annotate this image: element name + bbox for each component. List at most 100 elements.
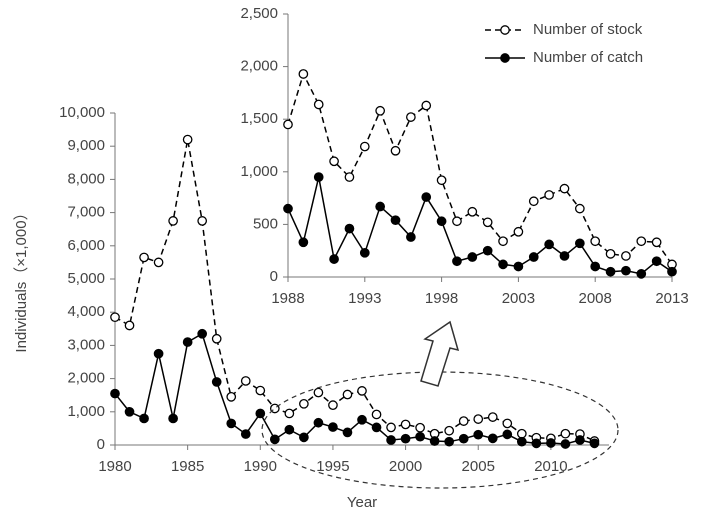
data-point <box>502 418 513 429</box>
data-point <box>559 183 570 194</box>
x-tick-label: 2013 <box>655 290 688 307</box>
series-line <box>114 139 595 442</box>
data-point <box>560 428 571 439</box>
data-point <box>458 433 469 444</box>
data-point <box>240 376 251 386</box>
y-tick-label: 5,000 <box>67 270 105 287</box>
data-point <box>415 422 425 433</box>
data-point <box>124 406 135 417</box>
y-tick-label: 2,500 <box>240 5 278 22</box>
data-point <box>467 252 478 262</box>
data-point <box>226 392 237 402</box>
data-point <box>226 418 237 429</box>
data-point <box>283 119 293 130</box>
data-point <box>139 413 149 424</box>
legend-marker <box>500 25 510 35</box>
data-point <box>400 419 411 430</box>
zoom-arrow <box>420 320 460 387</box>
inset-background <box>228 0 711 317</box>
data-point <box>284 408 295 419</box>
data-point <box>197 328 208 339</box>
data-point <box>329 156 339 167</box>
data-point <box>344 172 355 182</box>
y-tick-label: 4,000 <box>67 303 105 320</box>
data-point <box>344 223 355 234</box>
data-point <box>605 266 616 277</box>
y-tick-label: 1,000 <box>67 403 105 420</box>
data-point <box>283 203 293 214</box>
x-tick-label: 1990 <box>244 458 277 475</box>
data-point <box>255 385 266 396</box>
x-tick-label: 2005 <box>462 458 495 475</box>
x-tick-label: 1998 <box>425 290 458 307</box>
data-point <box>153 348 164 359</box>
data-point <box>182 134 193 145</box>
data-point <box>444 425 455 436</box>
data-point <box>636 268 647 279</box>
data-point <box>498 259 508 270</box>
y-tick-label: 3,000 <box>67 336 105 353</box>
x-tick-label: 1985 <box>171 458 204 475</box>
data-point <box>513 226 524 237</box>
data-point <box>406 112 416 122</box>
y-tick-label: 0 <box>97 436 105 453</box>
y-tick-label: 8,000 <box>67 170 105 187</box>
data-point <box>359 141 370 152</box>
data-point <box>168 413 178 424</box>
data-point <box>359 247 370 258</box>
y-tick-label: 2,000 <box>67 370 105 387</box>
data-point <box>110 388 120 399</box>
data-point <box>371 409 382 420</box>
data-point <box>560 439 571 449</box>
y-tick-label: 1,000 <box>240 163 278 180</box>
data-point <box>421 192 432 202</box>
data-point <box>211 377 222 387</box>
data-point <box>298 237 309 248</box>
data-point <box>487 433 498 444</box>
x-tick-label: 1980 <box>98 458 131 475</box>
data-point <box>589 438 600 449</box>
data-point <box>313 172 324 182</box>
data-point <box>636 236 647 247</box>
legend-marker <box>500 53 510 63</box>
data-point <box>444 436 455 447</box>
x-tick-label: 1993 <box>348 290 381 307</box>
data-point <box>357 414 367 425</box>
data-point <box>329 254 339 264</box>
plot: 0 500 1,000 1,500 2,000 2,500 1988 1993 1998 2003… <box>228 0 711 317</box>
data-point <box>240 429 251 439</box>
data-point <box>516 428 527 439</box>
data-point <box>386 435 396 445</box>
highlight-ellipse <box>261 371 619 489</box>
x-tick-label: 2008 <box>579 290 612 307</box>
data-point <box>452 216 462 227</box>
data-point <box>574 238 585 249</box>
data-point <box>342 427 353 438</box>
data-point <box>328 400 338 411</box>
data-point <box>182 337 193 347</box>
data-point <box>544 190 554 200</box>
data-point <box>667 266 677 277</box>
data-point <box>299 432 309 443</box>
y-tick-label: 1,500 <box>240 110 278 127</box>
data-point <box>436 175 447 186</box>
data-point <box>458 416 469 426</box>
data-point <box>415 431 425 442</box>
data-point <box>574 203 585 214</box>
data-point <box>299 398 309 409</box>
data-point <box>528 252 539 262</box>
data-point <box>375 105 386 116</box>
data-point <box>575 435 585 445</box>
legend-label: Number of catch <box>533 49 643 66</box>
data-point <box>342 389 353 400</box>
data-point <box>400 433 411 444</box>
data-point <box>516 436 527 447</box>
y-tick-label: 9,000 <box>67 137 105 154</box>
data-point <box>531 438 542 449</box>
data-point <box>651 237 662 248</box>
data-point <box>211 333 222 344</box>
data-point <box>375 201 386 212</box>
x-tick-label: 2003 <box>502 290 535 307</box>
data-point <box>168 216 178 226</box>
